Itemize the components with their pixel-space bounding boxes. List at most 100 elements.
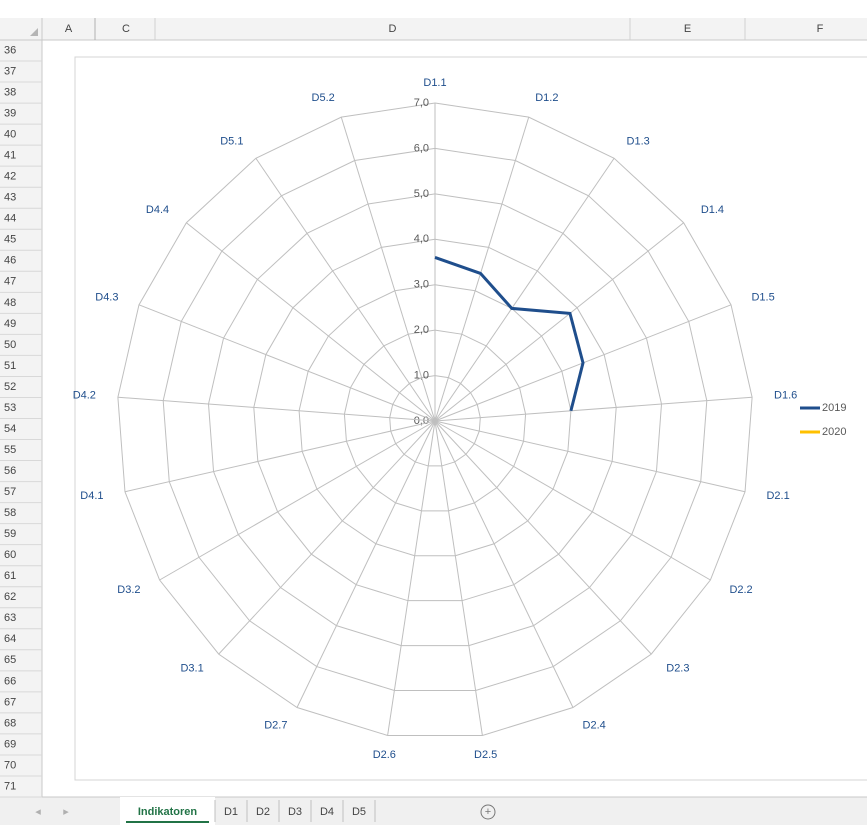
spoke (434, 420, 574, 708)
row-header[interactable]: 56 (4, 465, 16, 477)
column-header[interactable]: C (122, 23, 130, 35)
row-header[interactable]: 43 (4, 192, 16, 204)
row-header[interactable]: 36 (4, 44, 16, 56)
category-label: D1.2 (535, 92, 558, 104)
row-header[interactable]: 65 (4, 654, 16, 666)
row-header[interactable]: 62 (4, 591, 16, 603)
category-label: D3.1 (180, 663, 203, 675)
spoke (434, 420, 652, 655)
row-header[interactable]: 37 (4, 65, 16, 77)
row-header[interactable]: 52 (4, 381, 16, 393)
r-tick-label: 4,0 (414, 233, 429, 245)
row-header[interactable]: 47 (4, 276, 16, 288)
row-header[interactable]: 38 (4, 86, 16, 98)
spoke (434, 157, 615, 422)
category-label: D2.7 (264, 719, 287, 731)
new-sheet-button[interactable] (480, 804, 496, 820)
category-label: D1.4 (701, 204, 724, 216)
sheet-tab[interactable]: D2 (256, 806, 270, 818)
r-tick-label: 3,0 (414, 279, 429, 291)
category-label: D4.3 (95, 291, 118, 303)
sheet-tab[interactable]: D4 (320, 806, 334, 818)
category-label: D4.4 (146, 204, 169, 216)
row-header[interactable]: 71 (4, 780, 16, 792)
row-header[interactable]: 57 (4, 486, 16, 498)
spoke (434, 420, 746, 493)
grid-ring (298, 284, 572, 557)
row-header[interactable]: 51 (4, 360, 16, 372)
row-header[interactable]: 55 (4, 444, 16, 456)
category-label: D2.3 (666, 663, 689, 675)
row-header[interactable]: 40 (4, 129, 16, 141)
spoke (186, 222, 436, 422)
r-tick-label: 6,0 (414, 142, 429, 154)
sheet-tab[interactable]: Indikatoren (138, 806, 198, 818)
category-label: D1.3 (627, 136, 650, 148)
spoke (340, 116, 436, 422)
category-label: D4.2 (73, 390, 96, 402)
row-header[interactable]: 42 (4, 171, 16, 183)
column-header[interactable]: E (684, 23, 691, 35)
category-label: D2.4 (583, 719, 606, 731)
r-tick-label: 7,0 (414, 97, 429, 109)
row-header[interactable]: 50 (4, 339, 16, 351)
row-header[interactable]: 46 (4, 255, 16, 267)
category-label: D2.1 (766, 490, 789, 502)
r-tick-label: 2,0 (414, 324, 429, 336)
spoke (218, 420, 436, 655)
legend-label: 2019 (822, 402, 846, 414)
active-tab (120, 797, 215, 825)
row-header[interactable]: 68 (4, 717, 16, 729)
row-header[interactable]: 66 (4, 675, 16, 687)
row-header[interactable]: 49 (4, 318, 16, 330)
sheet-tab[interactable]: D3 (288, 806, 302, 818)
spoke (159, 420, 436, 581)
row-header[interactable]: 58 (4, 507, 16, 519)
row-header[interactable]: 59 (4, 528, 16, 540)
column-header[interactable]: F (817, 23, 824, 35)
spoke (124, 420, 436, 493)
spoke (434, 116, 530, 422)
spoke (434, 420, 711, 581)
category-label: D1.6 (774, 390, 797, 402)
row-header[interactable]: 54 (4, 423, 16, 435)
column-header[interactable]: A (65, 23, 73, 35)
spoke (434, 420, 483, 736)
row-header[interactable]: 69 (4, 738, 16, 750)
row-header[interactable]: 44 (4, 213, 16, 225)
select-all[interactable] (30, 28, 38, 36)
spoke (387, 420, 436, 736)
category-label: D2.6 (373, 749, 396, 761)
row-header[interactable]: 60 (4, 549, 16, 561)
category-label: D5.1 (220, 136, 243, 148)
next-sheet-button[interactable]: ▸ (63, 806, 69, 818)
sheet-tab[interactable]: D5 (352, 806, 366, 818)
row-header[interactable]: 48 (4, 297, 16, 309)
column-header-bar (0, 18, 867, 40)
spoke (138, 304, 436, 422)
category-label: D2.5 (474, 749, 497, 761)
row-header[interactable]: 70 (4, 759, 16, 771)
sheet-tab[interactable]: D1 (224, 806, 238, 818)
category-label: D1.5 (751, 291, 774, 303)
row-header[interactable]: 64 (4, 633, 16, 645)
row-header[interactable]: 67 (4, 696, 16, 708)
category-label: D5.2 (312, 92, 335, 104)
column-header[interactable]: D (389, 23, 397, 35)
prev-sheet-button[interactable]: ◂ (35, 806, 41, 818)
row-header[interactable]: 63 (4, 612, 16, 624)
spoke (117, 396, 436, 422)
spoke (255, 157, 436, 422)
legend-label: 2020 (822, 426, 846, 438)
series-line (434, 256, 585, 412)
row-header[interactable]: 39 (4, 108, 16, 120)
row-header[interactable]: 41 (4, 150, 16, 162)
spoke (434, 222, 684, 422)
row-header[interactable]: 45 (4, 234, 16, 246)
row-header[interactable]: 53 (4, 402, 16, 414)
category-label: D3.2 (117, 584, 140, 596)
row-header[interactable]: 61 (4, 570, 16, 582)
grid-ring (207, 193, 663, 647)
grid-ring (389, 375, 481, 467)
